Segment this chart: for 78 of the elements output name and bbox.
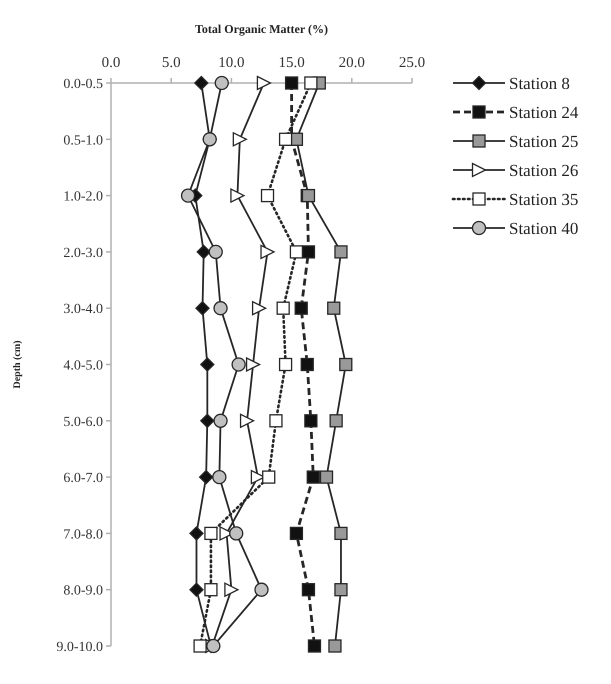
point	[229, 526, 244, 541]
point	[302, 583, 316, 596]
x-tick-label: 10.0	[218, 55, 245, 71]
point	[339, 358, 352, 372]
point	[256, 76, 272, 90]
point	[196, 244, 211, 260]
legend-label: Station 8	[509, 74, 570, 93]
point	[232, 132, 247, 146]
point	[224, 582, 239, 597]
point	[198, 470, 214, 484]
x-tick-label: 0.0	[102, 55, 120, 71]
point	[208, 244, 223, 260]
y-tick-label: 5.0-6.0	[63, 414, 103, 430]
point	[302, 245, 316, 259]
point	[200, 414, 214, 428]
x-axis-title: Total Organic Matter (%)	[195, 22, 328, 36]
point	[278, 132, 292, 146]
point	[284, 76, 298, 90]
point	[252, 301, 266, 316]
y-tick-label: 0.5-1.0	[63, 133, 103, 148]
point	[262, 470, 276, 484]
point	[200, 357, 214, 372]
legend-label: Station 26	[509, 161, 578, 180]
point	[204, 526, 218, 540]
y-tick-label: 2.0-3.0	[63, 246, 103, 261]
y-tick-label: 0.0-0.5	[63, 77, 103, 92]
legend-label: Station 25	[509, 132, 578, 151]
point	[290, 245, 304, 259]
point	[260, 244, 275, 260]
point	[246, 357, 260, 372]
point	[306, 470, 320, 484]
point	[195, 301, 210, 316]
x-tick-label: 25.0	[398, 55, 426, 71]
point	[290, 526, 304, 540]
point	[231, 357, 246, 372]
point	[304, 76, 318, 90]
point	[213, 414, 228, 428]
point	[240, 414, 254, 428]
y-tick-label: 6.0-7.0	[63, 471, 103, 486]
point	[260, 188, 274, 202]
point	[334, 526, 348, 540]
point	[193, 639, 207, 653]
point	[278, 358, 292, 372]
point	[204, 583, 218, 596]
point	[320, 470, 334, 484]
x-tick-label: 5.0	[162, 55, 181, 71]
point	[213, 301, 228, 316]
point	[180, 188, 196, 203]
point	[276, 302, 290, 315]
point	[330, 414, 343, 428]
point	[214, 76, 229, 90]
point	[254, 582, 269, 597]
point	[327, 302, 340, 315]
point	[230, 188, 245, 203]
x-tick-label: 20.0	[338, 55, 365, 71]
point	[334, 583, 348, 596]
point	[189, 582, 204, 597]
y-tick-label: 1.0-2.0	[63, 190, 103, 205]
legend-label: Station 35	[509, 190, 578, 209]
y-tick-label: 3.0-4.0	[63, 302, 103, 318]
point	[304, 414, 318, 428]
y-axis-title: Depth (cm)	[12, 340, 23, 389]
point	[212, 470, 227, 484]
point	[328, 639, 342, 653]
y-tick-label: 7.0-8.0	[63, 527, 103, 542]
point	[294, 302, 308, 315]
point	[300, 358, 314, 372]
x-tick-label: 15.0	[278, 55, 305, 71]
y-tick-label: 4.0-5.0	[63, 358, 103, 374]
point	[189, 526, 204, 541]
y-tick-label: 9.0-10.0	[56, 640, 103, 655]
point	[269, 414, 283, 428]
legend-label: Station 40	[509, 219, 578, 238]
point	[194, 76, 208, 90]
point	[334, 245, 348, 259]
point	[308, 639, 322, 653]
legend-label: Station 24	[509, 103, 579, 122]
y-tick-label: 8.0-9.0	[63, 584, 103, 599]
